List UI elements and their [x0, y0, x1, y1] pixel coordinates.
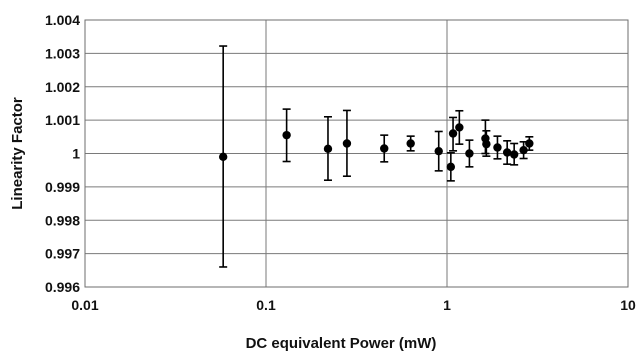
gridlines — [84, 19, 629, 288]
data-point — [455, 123, 464, 132]
x-tick-label: 0.01 — [71, 297, 98, 313]
x-tick-label: 1 — [443, 297, 451, 313]
y-tick-label: 1.003 — [45, 45, 80, 61]
y-tick-label: 0.998 — [45, 212, 80, 228]
data-point — [446, 162, 456, 172]
data-point — [525, 139, 534, 148]
data-point-group — [481, 119, 490, 155]
data-point-group — [509, 142, 519, 166]
data-point-group — [493, 135, 502, 160]
data-point-group — [380, 134, 389, 163]
data-point-group — [448, 116, 458, 152]
data-point — [218, 152, 228, 162]
data-point — [448, 129, 458, 138]
data-point-group — [218, 45, 228, 268]
y-axis-title: Linearity Factor — [9, 97, 26, 210]
y-tick-label: 0.997 — [45, 246, 80, 262]
y-tick-label: 1 — [72, 146, 80, 162]
y-axis-ticks: 0.996 0.997 0.998 0.999 1 1.001 1.002 1.003 1.00… — [45, 12, 80, 295]
data-point-group — [455, 109, 464, 145]
data-point-group — [282, 108, 291, 163]
data-marks — [218, 45, 534, 268]
data-point — [502, 148, 512, 157]
data-point — [482, 139, 491, 149]
data-point — [406, 139, 415, 148]
data-point — [434, 146, 443, 156]
data-point-group — [434, 130, 443, 172]
y-tick-label: 1.001 — [45, 112, 80, 128]
y-tick-label: 1.002 — [45, 79, 80, 95]
data-point-group — [525, 136, 534, 151]
data-point — [380, 144, 389, 153]
data-point-group — [406, 135, 415, 152]
data-point — [282, 130, 291, 140]
data-point — [493, 143, 502, 152]
data-point-group — [342, 109, 352, 177]
data-point — [323, 144, 333, 154]
data-point — [342, 139, 352, 148]
data-point-group — [482, 130, 491, 157]
x-axis-ticks: 0.01 0.1 1 10 — [71, 297, 636, 313]
y-tick-label: 1.004 — [45, 12, 80, 28]
data-point-group — [446, 152, 456, 182]
y-tick-label: 0.996 — [45, 279, 80, 295]
data-point-group — [465, 139, 474, 168]
x-axis-title: DC equivalent Power (mW) — [246, 335, 437, 352]
data-point — [509, 150, 519, 159]
data-point — [465, 149, 474, 158]
x-tick-label: 10 — [620, 297, 636, 313]
data-point — [519, 145, 528, 155]
y-tick-label: 0.999 — [45, 179, 80, 195]
x-tick-label: 0.1 — [256, 297, 276, 313]
plot-area — [84, 19, 629, 288]
data-point-group — [502, 140, 512, 165]
data-point-group — [323, 115, 333, 181]
